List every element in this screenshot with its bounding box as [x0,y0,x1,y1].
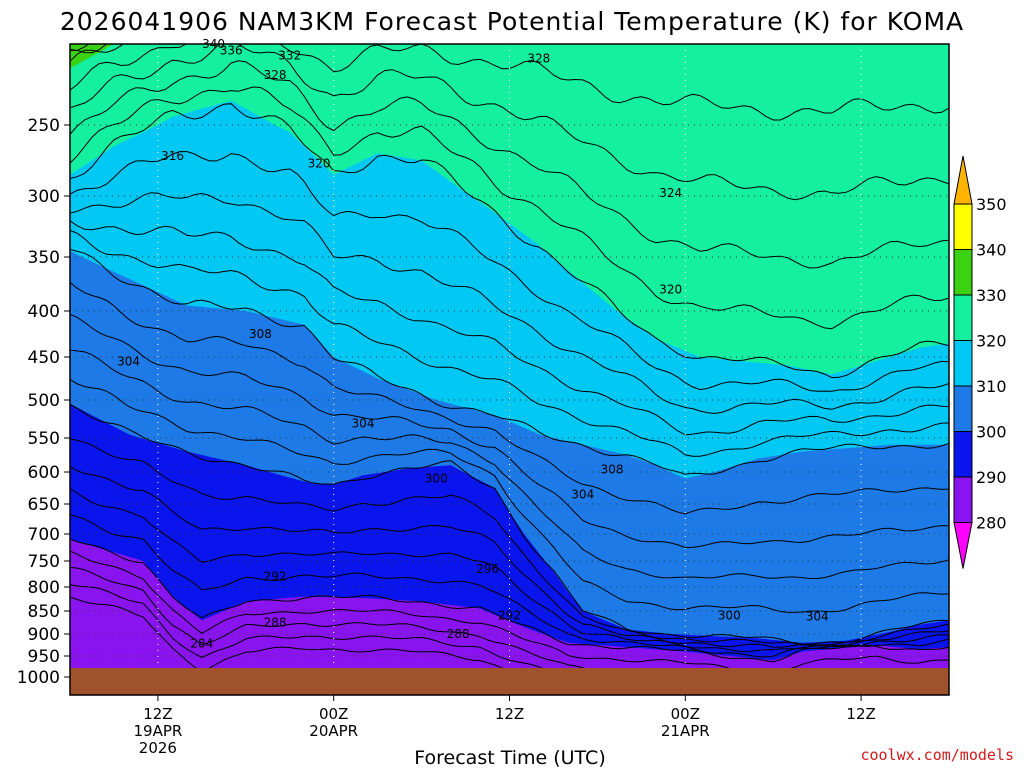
colorbar-swatch [953,203,973,250]
y-tick-label: 1000 [17,668,60,688]
colorbar-arrow-top [953,155,973,205]
colorbar-swatch [953,476,973,523]
colorbar-label: 290 [976,468,1007,487]
colorbar-label: 320 [976,332,1007,351]
isentrope-304 [70,349,949,580]
contour-label: 308 [249,327,272,341]
colorbar: 280 290 300 310 320 330 340 350 [953,155,1007,569]
y-tick-label: 400 [28,302,60,322]
credit-text: coolwx.com/models [860,746,1014,764]
contour-label: 304 [806,610,829,624]
contour-label: 300 [718,609,741,623]
isentrope-318 [70,151,949,392]
x-tick-label: 20APR [309,722,358,740]
colorbar-swatch [953,340,973,387]
isentrope-324 [70,60,949,269]
contour-label: 284 [190,637,213,651]
contour-label: 316 [161,149,184,163]
colorbar-swatch [953,249,973,296]
contour-label: 320 [659,282,682,296]
colorbar-label: 300 [976,423,1007,442]
colorbar-label: 280 [976,514,1007,533]
colorbar-label: 330 [976,286,1007,305]
contour-label: 308 [601,462,624,476]
colorbar-swatch [953,431,973,478]
isentrope-298 [70,438,949,647]
contour-label: 304 [117,354,140,368]
y-tick-label: 550 [28,429,60,449]
contour-label: 328 [527,52,550,66]
y-tick-label: 650 [28,495,60,515]
y-tick-label: 300 [28,187,60,207]
y-axis: 250 300 350 400 450 500 550 600 650 700 750 800 850 9… [17,116,70,688]
isentrope-284 [70,584,544,668]
y-tick-label: 500 [28,391,60,411]
isentrope-282 [70,596,504,668]
band-below-290 [70,539,949,668]
isentrope-322 [70,86,949,330]
isentrope-310 [70,248,949,475]
colorbar-label: 350 [976,195,1007,214]
contour-label: 292 [498,609,521,623]
contour-label: 288 [447,627,470,641]
contour-label: 292 [264,570,287,584]
contour-label: 332 [278,48,301,62]
colorbar-swatch [953,385,973,432]
x-tick-label: 00Z [671,705,700,723]
colorbar-arrow-bottom [953,522,973,569]
x-tick-label: 12Z [495,705,524,723]
y-tick-label: 950 [28,647,60,667]
ground-surface [70,668,949,695]
y-tick-label: 800 [28,578,60,598]
isentrope-320 [70,103,949,379]
x-tick-label: 00Z [319,705,348,723]
x-tick-label: 12Z [846,705,875,723]
contour-label: 288 [264,616,287,630]
x-tick-label: 19APR [133,722,182,740]
y-tick-label: 600 [28,463,60,483]
contour-label: 340 [202,37,225,51]
contour-label: 300 [425,471,448,485]
y-tick-label: 900 [28,625,60,645]
colorbar-swatch [953,294,973,341]
isentrope-326 [70,44,949,201]
contour-label: 336 [220,43,243,57]
isentrope-314 [70,220,949,436]
contour-label: 304 [352,417,375,431]
contour-label: 304 [571,487,594,501]
isentrope-302 [70,379,949,613]
band-below-280 [124,667,135,668]
x-tick-label: 21APR [661,722,710,740]
colorbar-label: 340 [976,241,1007,260]
x-tick-label: 2026 [139,739,177,757]
y-tick-label: 450 [28,348,60,368]
contour-label: 328 [264,68,287,82]
y-tick-label: 250 [28,116,60,136]
contour-label: 296 [476,562,499,576]
isentrope-308 [70,282,949,515]
contour-label: 324 [659,186,682,200]
chart-title: 2026041906 NAM3KM Forecast Potential Tem… [60,7,964,36]
x-tick-label: 12Z [143,705,172,723]
colorbar-label: 310 [976,377,1007,396]
y-tick-label: 850 [28,602,60,622]
y-tick-label: 700 [28,525,60,545]
x-axis-label: Forecast Time (UTC) [414,747,605,768]
isentrope-312 [70,229,949,457]
y-tick-label: 350 [28,248,60,268]
y-tick-label: 750 [28,552,60,572]
contour-label: 320 [308,156,331,170]
